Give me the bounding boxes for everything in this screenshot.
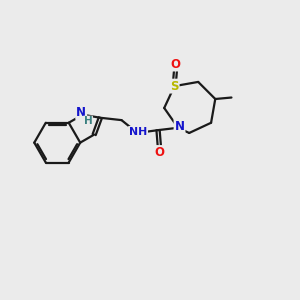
Text: O: O (154, 146, 164, 159)
Text: N: N (175, 119, 184, 133)
Text: H: H (84, 116, 92, 126)
Text: S: S (170, 80, 179, 93)
Text: NH: NH (129, 127, 147, 137)
Text: O: O (171, 58, 181, 70)
Text: N: N (76, 106, 86, 119)
